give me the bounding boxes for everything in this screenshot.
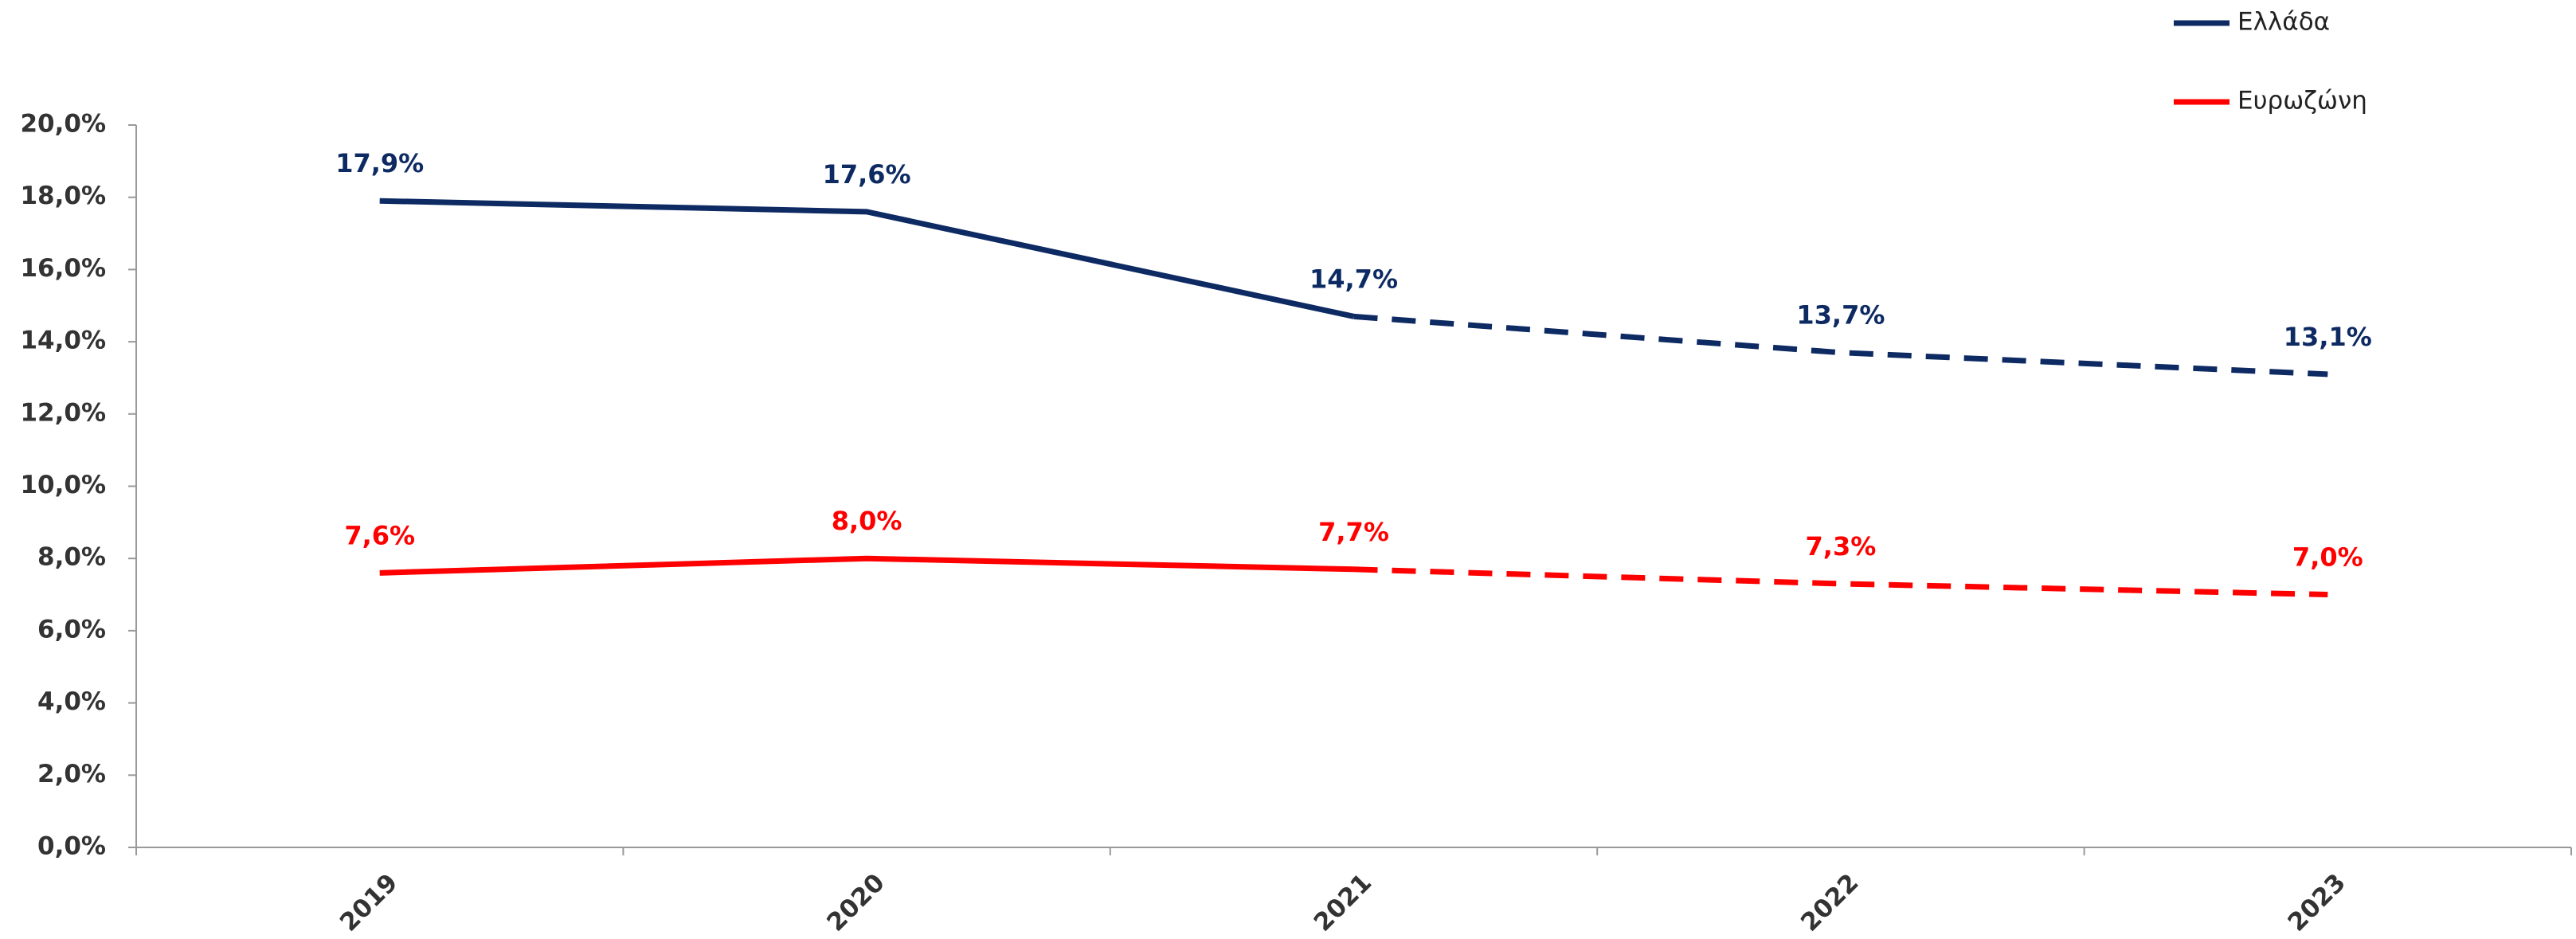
legend-label: Ελλάδα bbox=[2237, 8, 2330, 37]
line-projection bbox=[1353, 566, 2328, 598]
data-label: 17,9% bbox=[335, 148, 424, 178]
y-tick-label: 18,0% bbox=[20, 182, 106, 210]
y-tick-label: 4,0% bbox=[37, 687, 106, 716]
line-projection bbox=[1353, 313, 2328, 378]
y-tick-label: 12,0% bbox=[20, 398, 106, 427]
data-label: 14,7% bbox=[1310, 264, 1398, 294]
data-label: 7,3% bbox=[1806, 531, 1877, 561]
line-series bbox=[379, 198, 1355, 319]
y-tick-label: 6,0% bbox=[37, 615, 106, 644]
data-label: 13,1% bbox=[2284, 322, 2372, 352]
x-tick-label: 2020 bbox=[821, 868, 890, 937]
y-tick-label: 10,0% bbox=[20, 471, 106, 499]
line-series bbox=[379, 555, 1354, 576]
y-tick-label: 14,0% bbox=[20, 327, 106, 355]
data-label: 13,7% bbox=[1796, 300, 1885, 331]
legend-label: Ευρωζώνη bbox=[2237, 87, 2367, 115]
y-tick-label: 16,0% bbox=[20, 254, 106, 283]
data-label: 7,0% bbox=[2292, 542, 2363, 573]
y-tick-label: 20,0% bbox=[20, 110, 106, 139]
y-tick-label: 8,0% bbox=[37, 543, 106, 572]
x-tick-label: 2021 bbox=[1309, 868, 1377, 937]
data-label: 7,7% bbox=[1318, 517, 1389, 547]
x-tick-label: 2023 bbox=[2283, 868, 2351, 937]
data-label: 17,6% bbox=[823, 159, 911, 190]
x-tick-label: 2022 bbox=[1795, 868, 1864, 937]
data-label: 7,6% bbox=[344, 520, 415, 550]
y-tick-label: 0,0% bbox=[37, 832, 106, 861]
y-tick-label: 2,0% bbox=[37, 760, 106, 788]
x-tick-label: 2019 bbox=[335, 868, 403, 937]
data-label: 8,0% bbox=[832, 506, 902, 536]
